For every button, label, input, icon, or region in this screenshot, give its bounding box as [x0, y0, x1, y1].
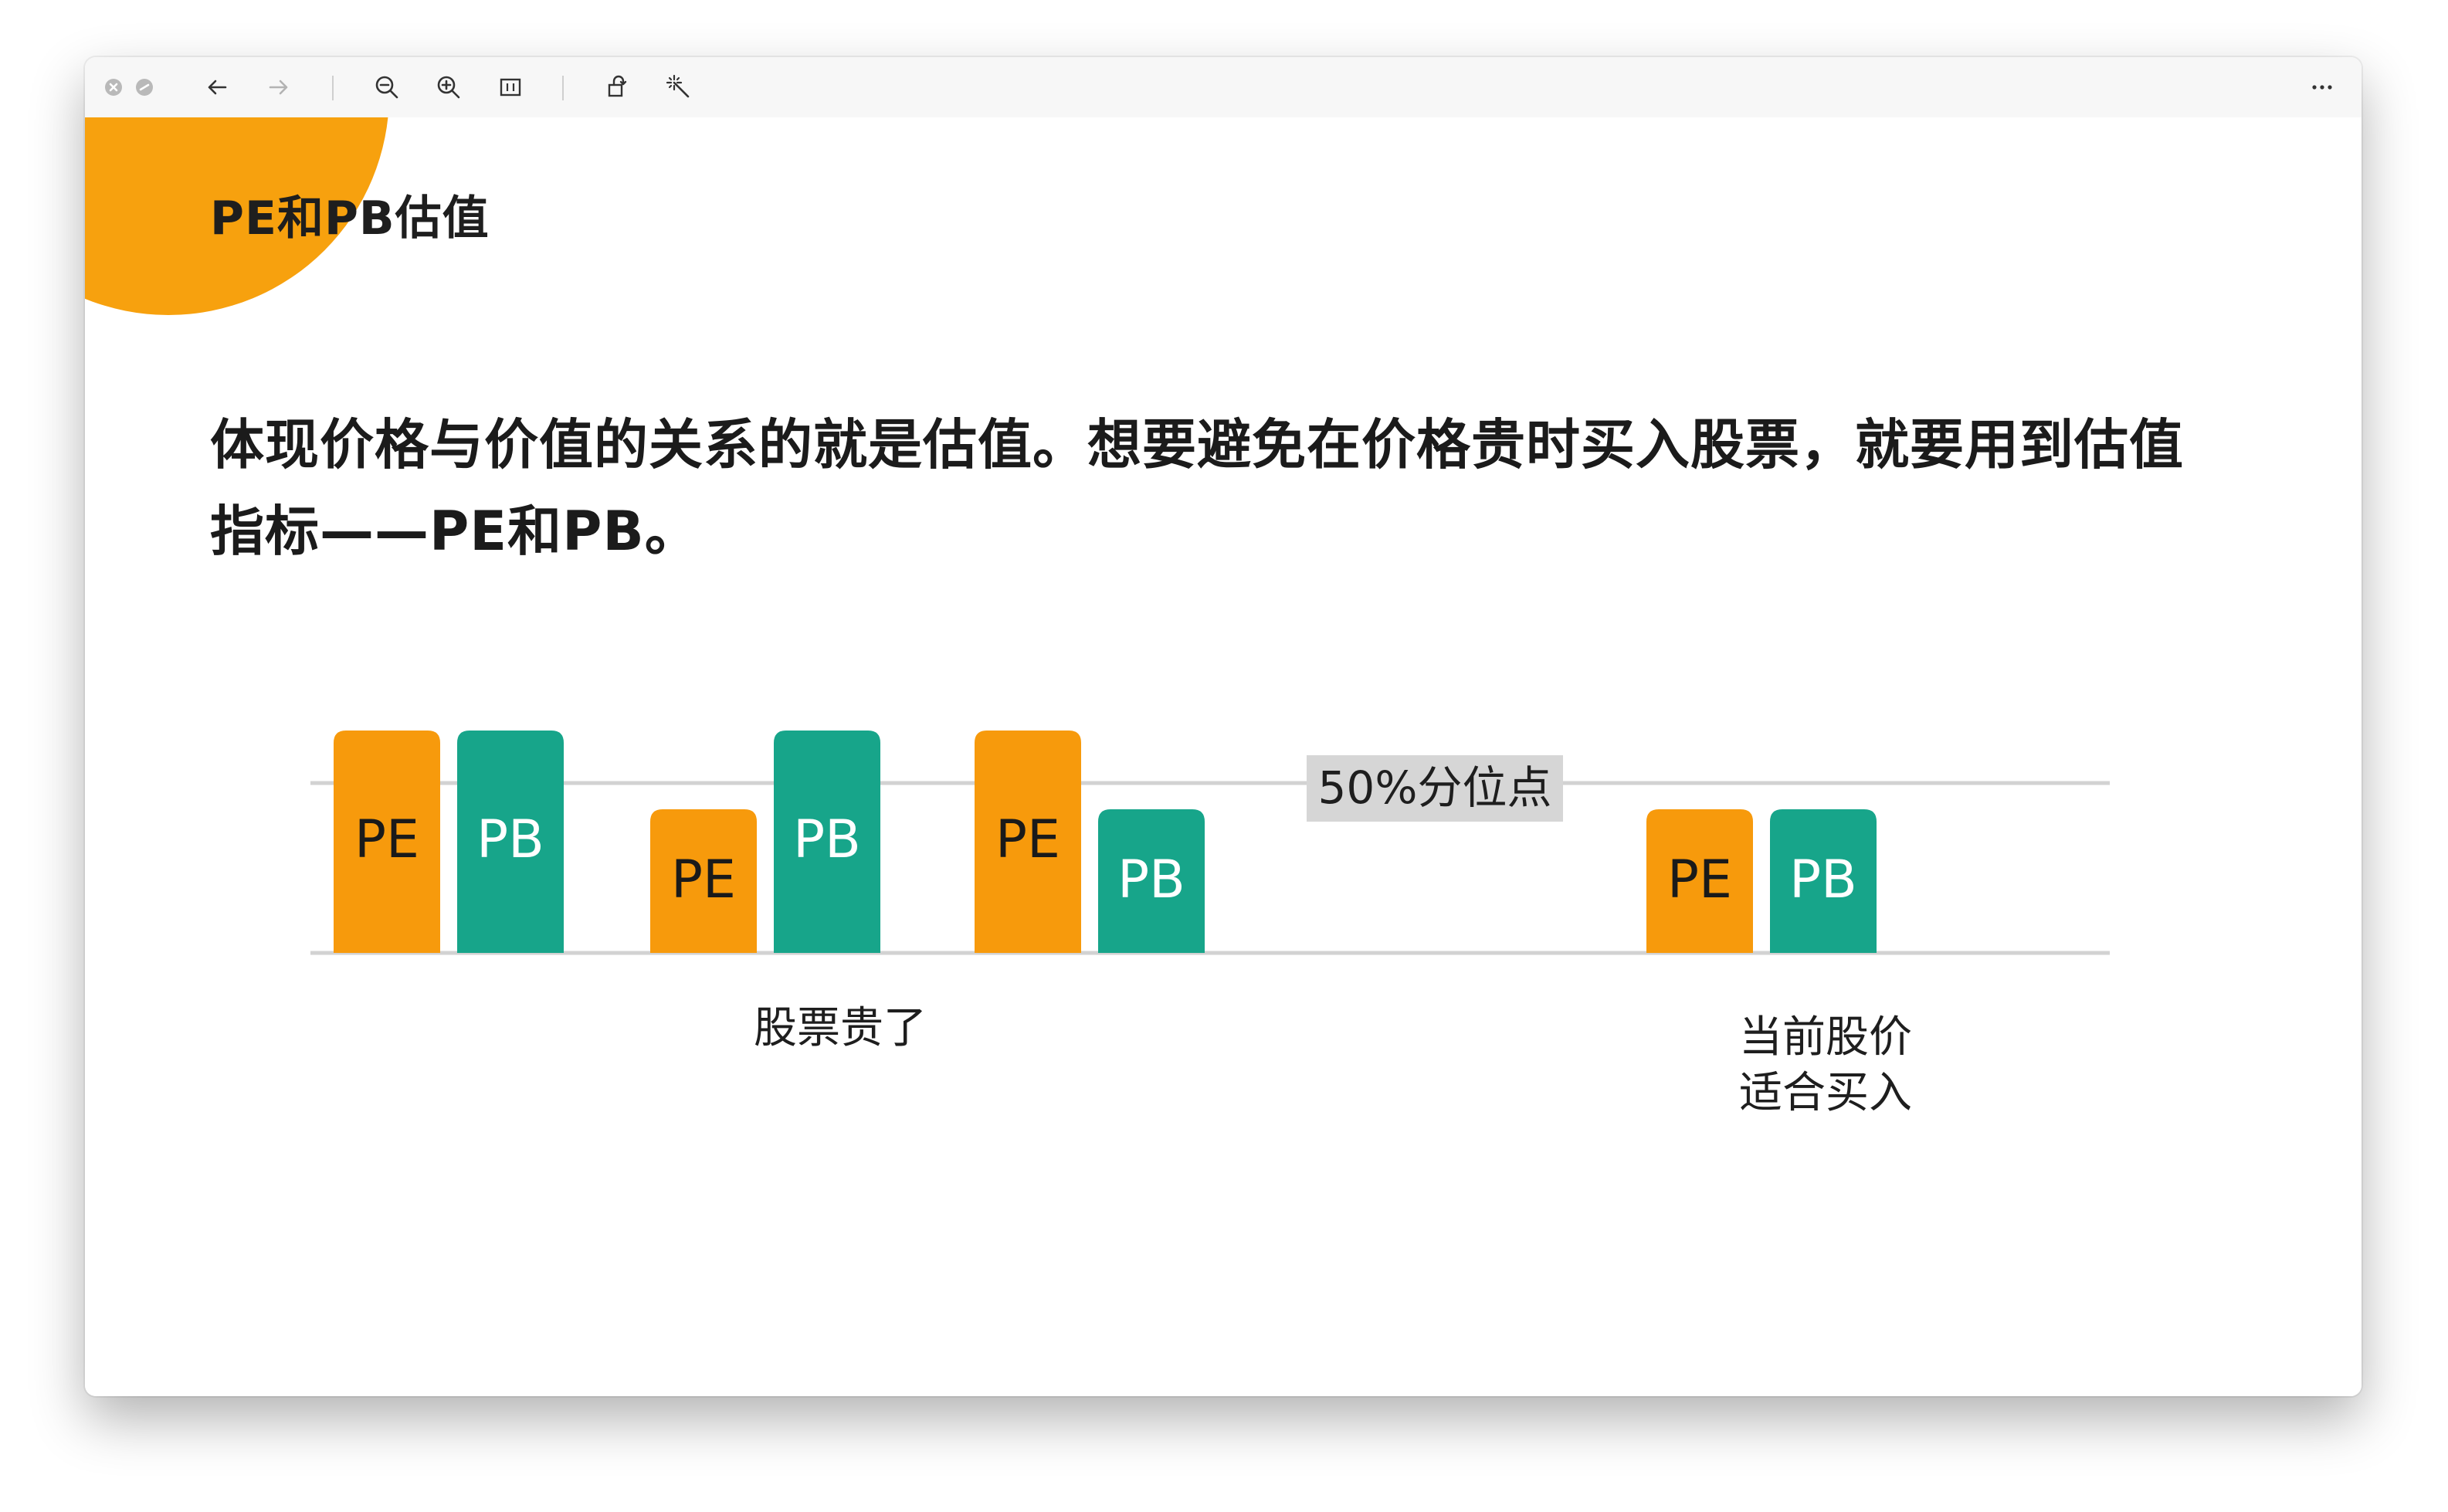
reference-label-box: [1307, 755, 1563, 822]
magic-wand-icon[interactable]: [663, 71, 695, 103]
minimize-icon[interactable]: [136, 79, 153, 96]
toolbar: [85, 57, 2362, 118]
annotation-buy-line-1: 当前股价: [1739, 1012, 1912, 1063]
pb-bar: [457, 731, 564, 953]
rotate-icon[interactable]: [601, 71, 633, 103]
toolbar-divider: [562, 76, 564, 100]
pe-bar: [650, 809, 757, 953]
body-line-1: 体现价格与价值的关系的就是估值。想要避免在价格贵时买入股票，就要用到估值: [210, 413, 2184, 476]
slide-body: 体现价格与价值的关系的就是估值。想要避免在价格贵时买入股票，就要用到估值 指标—…: [210, 402, 2326, 575]
more-icon[interactable]: [2306, 71, 2338, 103]
reference-label: 50%分位点: [1318, 761, 1552, 814]
pe-bar: [975, 731, 1081, 953]
viewer-window: PE和PB估值 体现价格与价值的关系的就是估值。想要避免在价格贵时买入股票，就要…: [85, 57, 2362, 1396]
pe-bar: [334, 731, 440, 953]
slide-canvas: PE和PB估值 体现价格与价值的关系的就是估值。想要避免在价格贵时买入股票，就要…: [85, 117, 2362, 1396]
annotation-expensive: 股票贵了: [754, 1003, 927, 1053]
slide-title: PE和PB估值: [210, 192, 490, 246]
pe-bar-label: PE: [354, 809, 419, 870]
toolbar-divider: [332, 76, 334, 100]
pe-bar-label: PE: [671, 849, 736, 910]
pb-bar-label: PB: [1117, 849, 1185, 910]
pb-bar: [774, 731, 880, 953]
pb-bar-label: PB: [476, 809, 544, 870]
forward-arrow-icon[interactable]: [263, 71, 295, 103]
annotation-buy-line-2: 适合买入: [1739, 1068, 1912, 1118]
pe-bar: [1646, 809, 1753, 953]
zoom-in-icon[interactable]: [432, 71, 465, 103]
pe-bar-label: PE: [995, 809, 1060, 870]
close-icon[interactable]: [105, 79, 122, 96]
zoom-out-icon[interactable]: [371, 71, 403, 103]
fit-page-icon[interactable]: [494, 71, 527, 103]
pb-bar: [1770, 809, 1877, 953]
pb-bar-label: PB: [1789, 849, 1857, 910]
pe-bar-label: PE: [1667, 849, 1732, 910]
pb-bar: [1098, 809, 1205, 953]
pb-bar-label: PB: [793, 809, 861, 870]
body-line-2: 指标——PE和PB。: [210, 500, 700, 563]
back-arrow-icon[interactable]: [201, 71, 233, 103]
